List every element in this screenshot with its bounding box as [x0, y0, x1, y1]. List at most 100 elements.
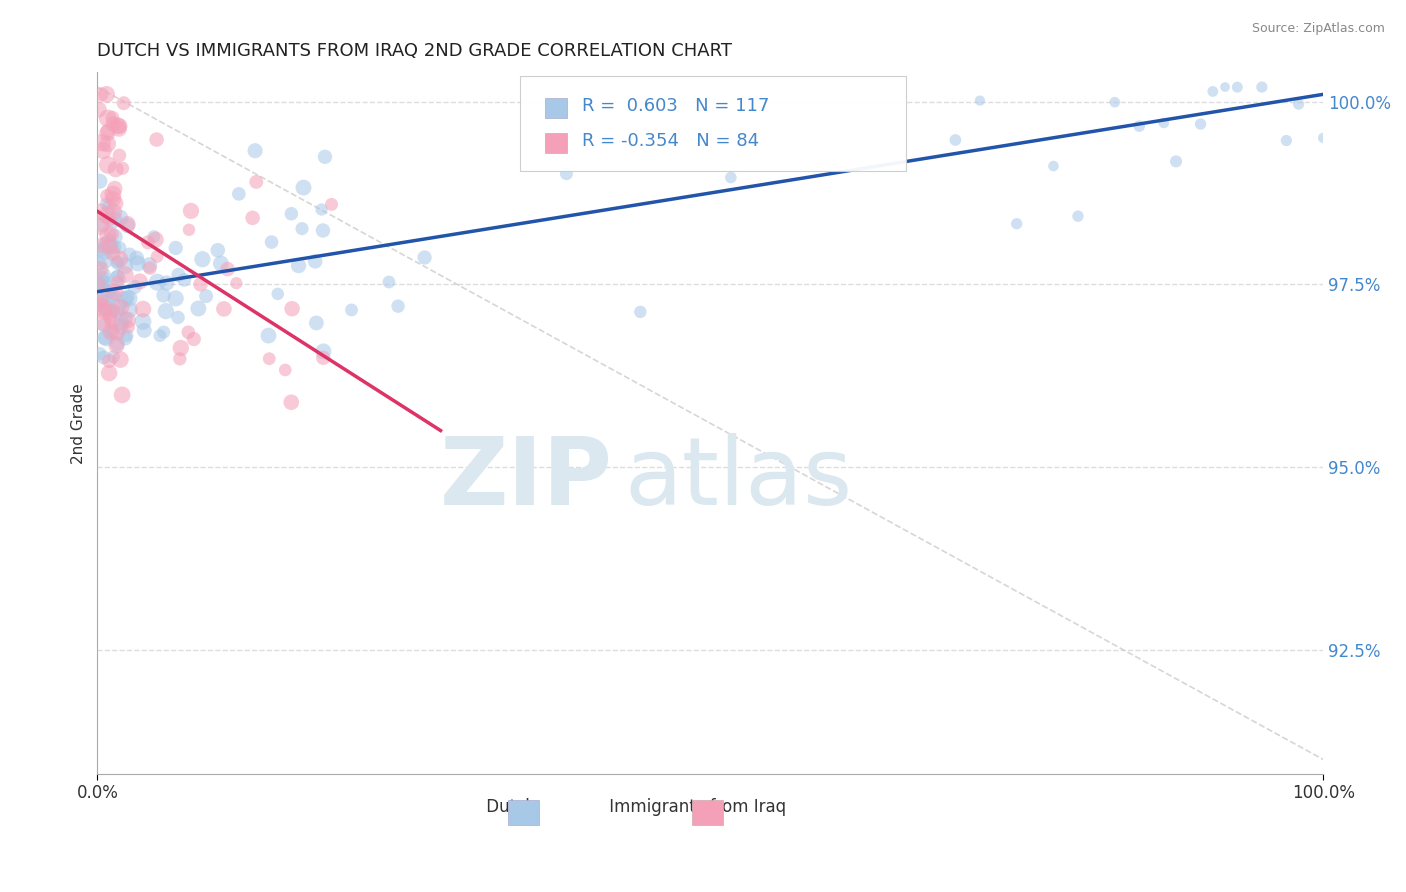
Point: [260, 235, 283, 249]
Point: [1288, 97, 1310, 112]
Point: [91, 315, 114, 329]
Point: [96, 285, 118, 300]
Point: [114, 259, 136, 273]
Point: [93, 351, 115, 365]
Point: [217, 262, 239, 277]
Point: [257, 328, 280, 343]
Point: [115, 328, 138, 343]
Point: [1226, 80, 1249, 95]
Point: [1042, 159, 1064, 173]
Point: [190, 277, 212, 292]
Point: [103, 285, 125, 299]
Text: ZIP: ZIP: [439, 434, 612, 525]
Point: [96, 238, 118, 252]
Point: [91, 144, 114, 158]
Point: [287, 259, 309, 273]
Point: [257, 351, 280, 366]
Point: [97, 227, 120, 242]
Point: [387, 299, 409, 313]
Text: R =  0.603   N = 117: R = 0.603 N = 117: [582, 97, 769, 115]
Point: [90, 283, 112, 297]
Point: [91, 271, 114, 285]
Point: [1005, 217, 1028, 231]
Point: [312, 223, 335, 237]
Point: [1153, 116, 1175, 130]
Point: [225, 276, 247, 290]
Point: [321, 197, 343, 211]
Point: [103, 350, 125, 364]
Point: [104, 181, 127, 195]
FancyBboxPatch shape: [508, 800, 538, 824]
Point: [87, 277, 110, 292]
Point: [165, 241, 187, 255]
Point: [96, 208, 118, 222]
Point: [101, 187, 124, 202]
Point: [103, 212, 125, 227]
Point: [292, 180, 315, 194]
FancyBboxPatch shape: [544, 98, 567, 118]
Point: [110, 300, 132, 314]
Point: [107, 256, 129, 270]
Point: [105, 338, 128, 352]
Point: [1202, 84, 1225, 98]
Point: [98, 354, 121, 368]
Text: atlas: atlas: [624, 434, 852, 525]
Point: [312, 344, 335, 359]
Point: [1275, 134, 1298, 148]
Point: [117, 219, 139, 233]
Point: [114, 292, 136, 306]
Point: [105, 275, 128, 289]
Point: [720, 170, 742, 185]
Point: [169, 351, 191, 366]
Point: [173, 273, 195, 287]
FancyBboxPatch shape: [520, 76, 907, 170]
Point: [304, 254, 326, 268]
Point: [103, 230, 125, 244]
Point: [209, 256, 232, 270]
Point: [89, 174, 111, 188]
Point: [91, 136, 114, 150]
Point: [111, 161, 134, 176]
Point: [165, 292, 187, 306]
Point: [114, 311, 136, 326]
Text: R = -0.354   N = 84: R = -0.354 N = 84: [582, 132, 759, 150]
Point: [138, 258, 160, 272]
Point: [96, 331, 118, 345]
Point: [108, 148, 131, 162]
Point: [107, 119, 129, 133]
Point: [146, 275, 169, 289]
Point: [105, 269, 128, 284]
Point: [93, 318, 115, 333]
Point: [180, 203, 202, 218]
Point: [1250, 80, 1272, 95]
Point: [89, 296, 111, 310]
Point: [100, 227, 122, 242]
Point: [177, 223, 200, 237]
Point: [139, 261, 162, 276]
Point: [118, 247, 141, 261]
Point: [413, 251, 436, 265]
Point: [101, 241, 124, 255]
Point: [100, 325, 122, 339]
Point: [212, 301, 235, 316]
Point: [291, 221, 314, 235]
Point: [97, 112, 120, 126]
Point: [281, 301, 304, 316]
Point: [156, 276, 179, 290]
Point: [242, 211, 264, 225]
Point: [98, 239, 121, 253]
Point: [93, 304, 115, 318]
Point: [104, 196, 127, 211]
Point: [105, 305, 128, 319]
Point: [87, 103, 110, 117]
FancyBboxPatch shape: [544, 133, 567, 153]
Point: [110, 319, 132, 334]
Point: [90, 262, 112, 277]
Point: [114, 331, 136, 345]
Point: [117, 313, 139, 327]
Point: [108, 211, 131, 225]
Point: [167, 310, 190, 325]
Point: [98, 366, 121, 380]
Point: [90, 298, 112, 312]
Point: [146, 250, 169, 264]
